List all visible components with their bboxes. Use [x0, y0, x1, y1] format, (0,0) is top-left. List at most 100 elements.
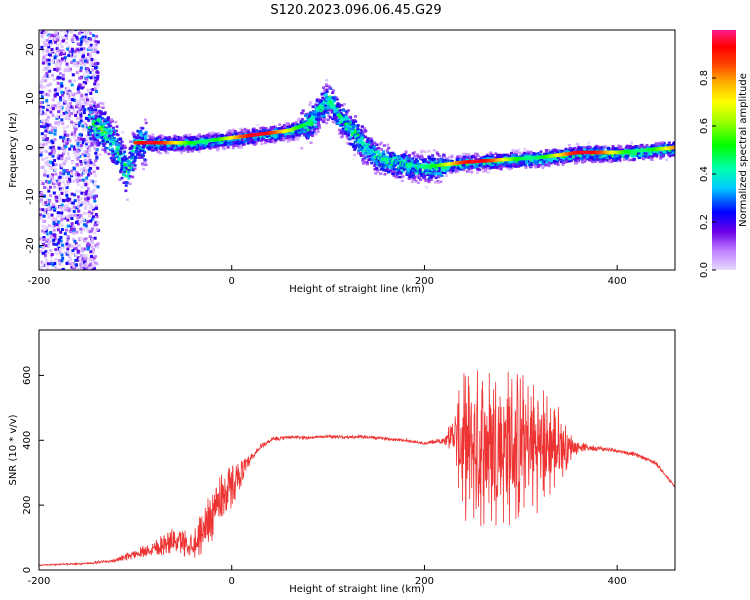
- spectral-cell: [506, 166, 510, 169]
- spectral-cell: [83, 101, 87, 105]
- spectral-cell: [123, 170, 127, 173]
- spectral-cell: [109, 124, 113, 128]
- spectral-cell: [366, 137, 370, 140]
- spectral-cell: [95, 144, 99, 147]
- spectral-cell: [588, 146, 592, 149]
- spectral-cell: [590, 154, 594, 158]
- spectral-cell: [45, 186, 49, 190]
- spectral-cell: [647, 151, 651, 154]
- spectral-cell: [53, 33, 57, 37]
- spectral-cell: [75, 171, 79, 175]
- spectral-cell: [342, 113, 345, 117]
- spectral-cell: [474, 165, 478, 168]
- spectral-cell: [659, 154, 663, 157]
- spectral-cell: [439, 180, 443, 183]
- spectral-cell: [362, 159, 366, 162]
- spectral-cell: [90, 143, 94, 146]
- spectral-cell: [59, 171, 63, 175]
- spectral-cell: [84, 128, 88, 132]
- spectral-cell: [325, 90, 329, 93]
- spectral-cell: [65, 186, 69, 189]
- spectral-cell: [66, 138, 70, 142]
- spectral-cell: [84, 32, 88, 36]
- spectral-cell: [227, 141, 231, 144]
- spectral-cell: [370, 142, 374, 146]
- spectral-cell: [67, 201, 71, 205]
- spectral-cell: [57, 120, 60, 124]
- spectral-cell: [122, 152, 125, 156]
- spectral-cell: [56, 268, 60, 270]
- spectral-cell: [90, 217, 94, 221]
- spectral-cell: [117, 143, 121, 147]
- spectral-cell: [55, 115, 59, 119]
- spectral-cell: [536, 165, 540, 168]
- spectral-cell: [90, 59, 94, 63]
- spectral-cell: [357, 149, 361, 152]
- spectral-cell: [128, 175, 132, 178]
- spectral-cell: [476, 154, 480, 158]
- spectral-cell: [60, 186, 64, 190]
- spectral-cell: [40, 191, 44, 195]
- spectral-cell: [76, 163, 80, 167]
- spectral-cell: [48, 160, 52, 164]
- spectral-cell: [72, 58, 76, 62]
- spectral-cell: [53, 234, 57, 238]
- spectral-cell: [56, 67, 60, 71]
- spectral-cell: [64, 31, 68, 35]
- spectral-cell: [561, 149, 565, 153]
- spectral-cell: [88, 100, 92, 104]
- spectral-cell: [238, 131, 241, 135]
- spectral-cell: [66, 87, 70, 91]
- spectral-cell: [83, 35, 87, 39]
- spectral-cell: [89, 171, 93, 175]
- spectral-cell: [72, 135, 76, 139]
- spectral-cell: [229, 143, 233, 146]
- spectral-cell: [62, 215, 66, 219]
- spectral-cell: [90, 211, 94, 215]
- spectral-cell: [52, 145, 55, 149]
- spectral-cell: [70, 222, 74, 226]
- spectral-cell: [120, 140, 124, 144]
- spectral-cell: [489, 151, 493, 154]
- spectral-cell: [274, 127, 278, 130]
- spectral-cell: [60, 118, 64, 122]
- spectral-cell: [81, 61, 85, 65]
- spectral-cell: [55, 106, 59, 110]
- spectral-cell: [114, 143, 118, 147]
- spectral-cell: [66, 133, 70, 137]
- spectral-cell: [94, 110, 98, 114]
- spectral-cell: [401, 169, 405, 173]
- spectral-cell: [49, 41, 53, 45]
- spectral-cell: [90, 57, 94, 61]
- spectral-cell: [374, 162, 377, 165]
- spectral-cell: [48, 185, 52, 189]
- spectral-cell: [71, 50, 75, 54]
- spectral-cell: [95, 206, 98, 210]
- spectral-cell: [66, 152, 70, 156]
- spectral-cell: [93, 128, 97, 131]
- spectral-cell: [46, 262, 50, 266]
- spectral-cell: [237, 146, 241, 149]
- spectral-cell: [84, 93, 88, 97]
- spectral-cell: [66, 199, 70, 202]
- spectral-cell: [58, 67, 62, 71]
- spectral-cell: [90, 203, 94, 207]
- spectral-cell: [312, 129, 316, 132]
- spectral-cell: [46, 160, 50, 164]
- spectral-cell: [66, 206, 70, 209]
- spectral-cell: [360, 125, 364, 128]
- spectral-cell: [94, 221, 98, 225]
- spectral-cell: [136, 134, 140, 137]
- spectral-cell: [83, 171, 87, 175]
- spectral-cell: [94, 124, 98, 128]
- spectral-cell: [46, 212, 50, 216]
- spectral-cell: [74, 98, 78, 102]
- spectral-cell: [70, 265, 74, 269]
- spectral-cell: [63, 56, 67, 60]
- spectral-cell: [99, 112, 103, 115]
- spectral-cell: [92, 105, 96, 109]
- spectral-cell: [54, 265, 58, 269]
- spectral-cell: [77, 202, 81, 206]
- spectral-cell: [50, 213, 54, 217]
- spectral-cell: [76, 144, 80, 147]
